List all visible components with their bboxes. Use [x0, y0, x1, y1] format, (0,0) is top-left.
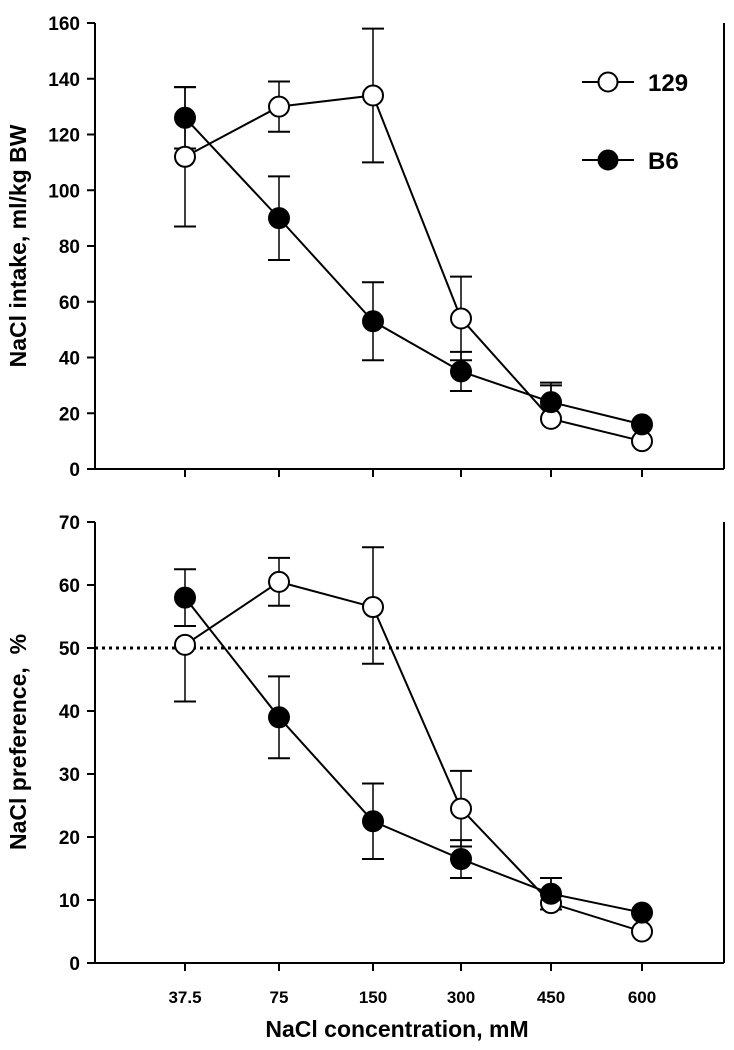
intake-b6-point-1 — [268, 207, 290, 230]
legend-129-marker — [597, 71, 619, 93]
intake-b6-point-4 — [540, 391, 562, 414]
legend-129-label: 129 — [648, 70, 688, 97]
preference-y-tick-label-0: 0 — [69, 954, 80, 975]
intake-y-tick-label-6: 120 — [48, 126, 80, 147]
x-tick-label-4: 450 — [537, 988, 565, 1007]
x-axis-title: NaCl concentration, mM — [265, 1016, 528, 1042]
preference-b6-point-2 — [362, 810, 384, 833]
x-tick-label-5: 600 — [628, 988, 656, 1007]
preference-y-tick-label-3: 30 — [59, 765, 80, 786]
x-tick-label-3: 300 — [447, 988, 475, 1007]
intake-y-tick-label-0: 0 — [69, 460, 80, 481]
preference-b6-point-5 — [631, 901, 653, 924]
intake-y-tick-label-1: 20 — [59, 404, 80, 425]
preference-b6-point-1 — [268, 706, 290, 729]
preference-panel: 0 10 20 30 40 50 60 70 37.5 75 150 300 450 600 NaCl … — [5, 513, 725, 1042]
preference-y-tick-label-2: 20 — [59, 828, 80, 849]
x-tick-label-2: 150 — [359, 988, 387, 1007]
preference-b6-point-4 — [540, 882, 562, 905]
preference-129-point-0 — [174, 633, 196, 656]
preference-129-point-3 — [450, 797, 472, 820]
preference-129-line — [184, 580, 643, 933]
legend-b6-marker — [597, 149, 619, 171]
intake-129-point-0 — [174, 145, 196, 168]
intake-b6-point-2 — [362, 310, 384, 333]
preference-129-point-2 — [362, 596, 384, 619]
preference-y-ticks: 0 10 20 30 40 50 60 70 — [59, 513, 95, 975]
intake-129-point-1 — [268, 95, 290, 118]
intake-129-line — [184, 94, 643, 443]
preference-x-ticks: 37.5 75 150 300 450 600 — [168, 963, 656, 1007]
intake-series — [174, 27, 653, 453]
preference-y-tick-label-5: 50 — [59, 639, 80, 660]
preference-b6-point-3 — [450, 848, 472, 871]
preference-129-point-5 — [631, 920, 653, 943]
legend: 129 B6 — [582, 70, 688, 175]
intake-129-point-3 — [450, 307, 472, 330]
x-tick-label-1: 75 — [270, 988, 289, 1007]
intake-b6-point-3 — [450, 360, 472, 383]
intake-y-tick-label-2: 40 — [59, 349, 80, 370]
intake-129-point-2 — [362, 84, 384, 107]
intake-y-tick-label-8: 160 — [48, 14, 80, 35]
legend-b6-label: B6 — [648, 148, 679, 175]
intake-b6-point-0 — [174, 106, 196, 129]
intake-x-ticks — [184, 469, 643, 477]
preference-129-point-1 — [268, 570, 290, 593]
preference-series — [174, 546, 653, 943]
intake-y-tick-label-7: 140 — [48, 70, 80, 91]
intake-b6-line — [184, 117, 643, 426]
preference-y-tick-label-1: 10 — [59, 891, 80, 912]
preference-b6-point-0 — [174, 586, 196, 609]
intake-panel: 0 20 40 60 80 100 120 140 160 NaCl intake, ml/kg… — [5, 14, 725, 481]
preference-b6-line — [184, 596, 643, 914]
preference-y-tick-label-7: 70 — [59, 513, 80, 534]
intake-y-tick-label-4: 80 — [59, 237, 80, 258]
intake-y-axis-title: NaCl intake, ml/kg BW — [5, 124, 31, 367]
preference-y-tick-label-4: 40 — [59, 702, 80, 723]
preference-y-tick-label-6: 60 — [59, 576, 80, 597]
intake-y-tick-label-5: 100 — [48, 181, 80, 202]
intake-b6-point-5 — [631, 413, 653, 436]
preference-y-axis-title: NaCl preference, % — [5, 634, 31, 850]
x-tick-label-0: 37.5 — [168, 988, 201, 1007]
intake-y-ticks: 0 20 40 60 80 100 120 140 160 — [48, 14, 95, 481]
intake-y-tick-label-3: 60 — [59, 293, 80, 314]
